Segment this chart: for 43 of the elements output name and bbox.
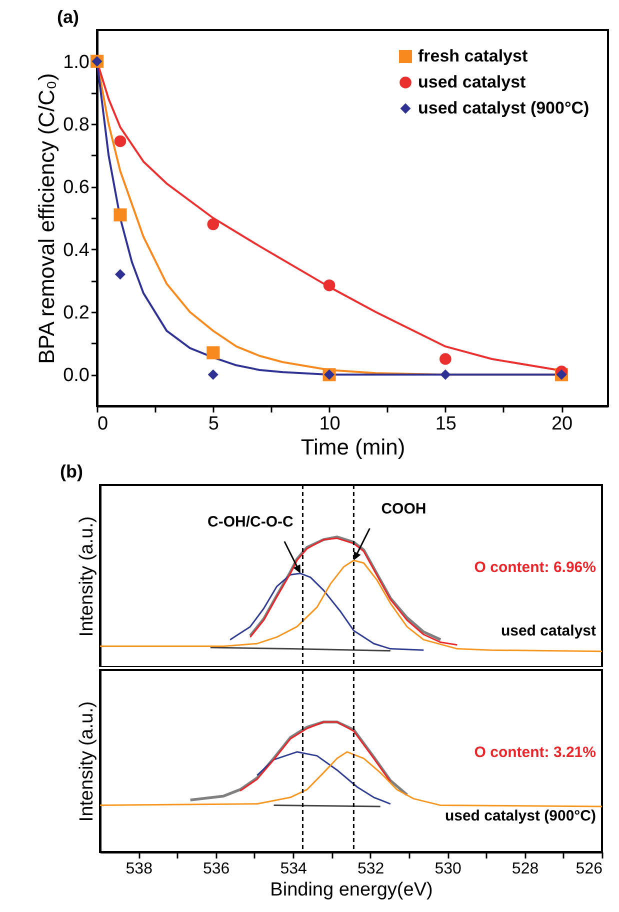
x-tick-label: 534: [280, 860, 308, 878]
point: [439, 353, 452, 365]
x-tick-label: 538: [126, 860, 153, 878]
x-tick-label: 536: [202, 860, 230, 878]
legend-label: used catalyst (900°C): [418, 98, 590, 118]
point: [114, 269, 126, 280]
annotation: used catalyst: [500, 622, 596, 640]
legend-label: used catalyst: [418, 72, 526, 92]
x-axis-title: Time (min): [300, 434, 406, 460]
chart-title: (a): [57, 7, 80, 27]
y-axis-title: Intensity (a.u.): [76, 701, 98, 822]
chart-title: (b): [60, 461, 83, 482]
x-tick-label: 532: [357, 860, 384, 878]
y-tick-label: 1.0: [63, 52, 90, 73]
point: [114, 135, 126, 148]
point: [206, 346, 220, 360]
y-axis-title: BPA removal efficiency (C/C₀): [34, 73, 60, 364]
point: [207, 218, 220, 230]
x-axis-title: Binding energy(eV): [270, 880, 433, 900]
x-tick-label: 530: [434, 860, 462, 878]
y-tick-label: 0.0: [63, 365, 90, 386]
y-tick-label: 0.6: [63, 177, 90, 198]
point: [323, 279, 336, 292]
x-tick-label: 0: [98, 414, 108, 434]
x-tick-label: 15: [435, 414, 456, 434]
annotation: O content: 3.21%: [474, 744, 596, 761]
x-tick-label: 526: [576, 860, 603, 878]
annotation: used catalyst (900°C): [444, 808, 596, 825]
y-axis-title: Intensity (a.u.): [76, 516, 98, 637]
x-tick-label: 528: [512, 860, 539, 878]
annotation: C-OH/C-O-C: [208, 513, 294, 530]
annotation: O content: 6.96%: [474, 558, 596, 576]
x-tick-label: 5: [208, 414, 219, 434]
point: [114, 208, 127, 222]
point: [440, 369, 451, 380]
y-tick-label: 0.2: [63, 302, 90, 324]
legend-label: fresh catalyst: [418, 46, 528, 66]
x-tick-label: 20: [551, 414, 573, 434]
annotation: COOH: [381, 500, 426, 518]
x-tick-label: 10: [319, 414, 340, 434]
point: [208, 369, 218, 380]
y-tick-label: 0.8: [63, 114, 90, 136]
y-tick-label: 0.4: [63, 240, 90, 261]
